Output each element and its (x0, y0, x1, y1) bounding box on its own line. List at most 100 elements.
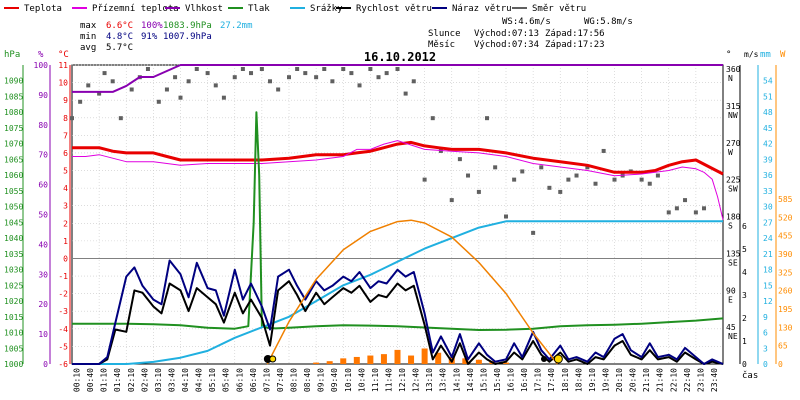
axis-mm-tick: 21 (763, 250, 773, 259)
wind-direction-point (341, 67, 346, 71)
axis-direction-unit: ° (726, 50, 731, 60)
axis-ms-tick: 1 (742, 337, 747, 346)
axis-pct-tick: 70 (38, 151, 48, 160)
x-tick-label: 16:10 (507, 368, 516, 392)
axis-celsius-tick: 3 (63, 202, 68, 211)
x-tick-label: 20:40 (629, 368, 638, 392)
axis-mm-unit: mm (760, 50, 771, 60)
axis-hpa-unit: hPa (4, 50, 20, 60)
series-line-5 (72, 280, 724, 365)
wind-direction-point (384, 71, 389, 76)
axis-mm-tick: 15 (763, 281, 773, 290)
x-tick-label: 00:10 (73, 368, 82, 392)
solar-bar (408, 355, 415, 364)
stats-moon-label: Měsíc (428, 40, 455, 50)
axis-mm-tick: 33 (763, 187, 773, 196)
wind-direction-point (693, 210, 698, 215)
x-tick-label: 12:10 (398, 368, 407, 392)
axis-celsius-tick: -6 (58, 360, 68, 369)
series-line-2 (72, 64, 723, 93)
solar-bar (326, 361, 333, 364)
axis-mm-tick: 27 (763, 218, 773, 227)
axis-hpa-tick: 1050 (4, 203, 23, 212)
stats-panel: max 6.6°C 100% 1083.9hPa 27.2mm min 4.8°… (80, 17, 633, 53)
wind-direction-point (403, 91, 408, 96)
axis-direction-label: W (728, 148, 733, 157)
legend-label-4: Srážky (310, 4, 343, 14)
x-tick-label: 03:10 (154, 368, 163, 392)
axis-hpa-tick: 1005 (4, 344, 23, 353)
wind-direction-point (173, 75, 178, 80)
axis-direction-tick: 315 (726, 102, 741, 111)
axis-pct-tick: 90 (38, 91, 48, 100)
wind-direction-point (574, 173, 579, 178)
axis-mm-tick: 24 (763, 234, 773, 243)
stats-avg-label: avg (80, 43, 96, 53)
stats-max-label: max (80, 21, 97, 31)
axis-watt-tick: 520 (778, 213, 793, 222)
axis-hpa-tick: 1025 (4, 281, 23, 290)
x-tick-label: 00:40 (86, 368, 95, 392)
chart-title: 16.10.2012 (364, 50, 436, 64)
wind-direction-point (647, 181, 652, 186)
axis-hpa-tick: 1080 (4, 108, 23, 117)
axis-watt-tick: 325 (778, 268, 793, 277)
wind-direction-point (186, 79, 191, 84)
axis-ms-tick: 0 (742, 360, 747, 369)
axis-hpa-tick: 1070 (4, 140, 23, 149)
legend-label-7: Směr větru (532, 4, 586, 14)
series-line-1 (72, 140, 724, 220)
stats-wind-speed: WS:4.6m/s (502, 17, 551, 27)
wind-direction-point (287, 75, 291, 80)
wind-direction-point (558, 189, 563, 194)
wind-direction-point (303, 71, 308, 76)
axis-ms-tick: 2 (742, 314, 747, 323)
x-tick-label: 17:40 (547, 368, 556, 392)
axis-celsius-tick: 2 (63, 219, 68, 228)
wind-direction-point (156, 99, 161, 104)
wind-direction-point (259, 67, 264, 71)
sunset-marker (553, 354, 563, 364)
x-tick-label: 20:10 (615, 368, 624, 392)
wind-direction-point (702, 206, 707, 211)
wind-direction-point (476, 189, 481, 194)
solar-bar (503, 362, 509, 364)
wind-direction-point (129, 87, 134, 92)
axis-direction-label: N (728, 74, 733, 83)
legend-label-6: Náraz větru (452, 4, 512, 14)
axis-pct-tick: 20 (38, 300, 48, 309)
axis-direction-tick: 225 (726, 176, 741, 185)
axis-mm-tick: 54 (763, 77, 773, 86)
stats-max-press: 1083.9hPa (163, 21, 212, 31)
wind-direction-point (102, 71, 107, 76)
axis-direction-label: SW (728, 185, 738, 194)
wind-direction-point (566, 177, 571, 182)
wind-direction-point (547, 185, 552, 190)
axis-pct-tick: 30 (38, 270, 48, 279)
stats-sun-rise: Východ:07:13 (474, 29, 539, 39)
series-line-4 (72, 220, 723, 365)
x-tick-label: 04:10 (181, 368, 190, 392)
axis-watt-tick: 195 (778, 305, 793, 314)
solar-bar (435, 352, 442, 364)
x-tick-label: 01:10 (100, 368, 109, 392)
solar-bar (394, 349, 401, 364)
axis-direction-tick: 270 (726, 139, 741, 148)
legend-label-5: Rychlost větru (356, 4, 432, 14)
x-tick-label: 19:40 (601, 368, 610, 392)
wind-direction-point (322, 67, 327, 71)
wind-direction-point (411, 79, 416, 84)
axis-hpa-tick: 1045 (4, 218, 23, 227)
axis-hpa-tick: 1000 (4, 360, 23, 369)
wind-direction-point (349, 71, 354, 76)
x-axis-label: čas (742, 370, 758, 381)
stats-sun-label: Slunce (428, 29, 461, 39)
wind-direction-point (178, 95, 183, 100)
stats-min-temp: 4.8°C (106, 32, 133, 42)
x-tick-label: 05:10 (208, 368, 217, 392)
axis-celsius-tick: 6 (63, 149, 68, 158)
axis-mm-tick: 48 (763, 108, 773, 117)
axis-hpa-tick: 1055 (4, 187, 23, 196)
